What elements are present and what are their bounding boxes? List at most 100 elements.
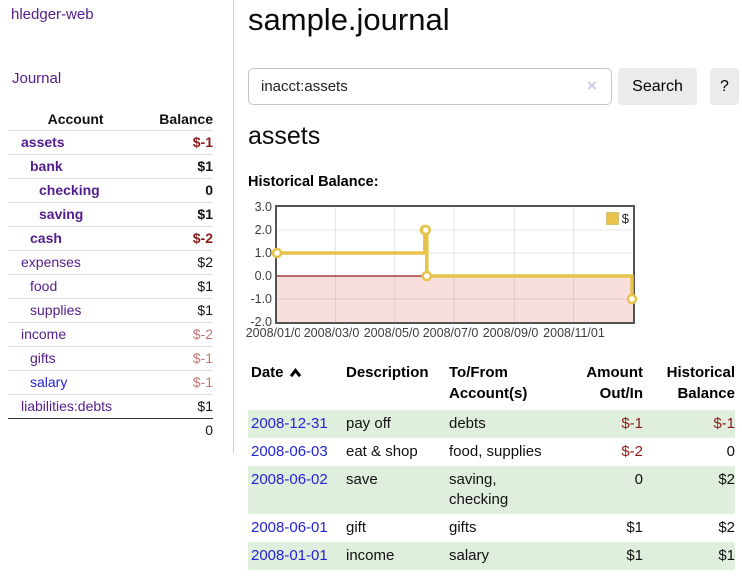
account-row: assets $-1 [8, 130, 213, 155]
account-balance: $-1 [143, 370, 213, 395]
balance-column-header: Balance [159, 111, 213, 127]
transaction-date-link[interactable]: 2008-06-03 [251, 443, 328, 460]
account-row: gifts $-1 [8, 346, 213, 371]
accounts-total-value: 0 [8, 418, 213, 442]
transaction-balance: $1 [718, 547, 735, 564]
transaction-description: save [346, 471, 378, 488]
transaction-accounts: saving, checking [449, 471, 509, 508]
y-axis-tick-label: 0.0 [254, 269, 272, 283]
x-axis-tick-label: 2008/09/01 [479, 326, 549, 341]
sidebar-account-link[interactable]: gifts [30, 350, 56, 366]
account-balance: $1 [143, 394, 213, 419]
transaction-description: eat & shop [346, 443, 418, 460]
x-axis-tick-label: 2008/05/01 [360, 326, 430, 341]
register-header-balance: Historical Balance [666, 364, 735, 402]
transaction-accounts: gifts [449, 519, 477, 536]
transaction-balance: $2 [718, 471, 735, 488]
transaction-row: 2008-12-31 pay off debts $-1 $-1 [248, 410, 735, 438]
x-axis-tick-label: 2008/03/01 [300, 326, 370, 341]
transaction-amount: 0 [634, 471, 643, 488]
legend-series-label: $ [621, 211, 629, 226]
transaction-balance: $2 [718, 519, 735, 536]
account-row: food $1 [8, 274, 213, 299]
register-header-date-label: Date [251, 364, 284, 381]
register-header-description: Description [346, 364, 429, 381]
account-row: bank $1 [8, 154, 213, 179]
y-axis-tick-label: 3.0 [254, 200, 272, 214]
transaction-balance: $-1 [713, 415, 735, 432]
transaction-row: 2008-06-02 save saving, checking 0 $2 [248, 466, 735, 514]
search-bar: × Search ? [248, 68, 742, 105]
sidebar-account-link[interactable]: salary [30, 374, 68, 390]
transaction-row: 2008-06-03 eat & shop food, supplies $-2 0 [248, 438, 735, 466]
chart-legend: $ [604, 210, 630, 227]
historical-balance-label: Historical Balance: [248, 174, 379, 190]
sidebar-account-link[interactable]: checking [39, 182, 100, 198]
legend-swatch-icon [605, 212, 619, 225]
transaction-row: 2008-01-01 income salary $1 $1 [248, 542, 735, 570]
account-row: salary $-1 [8, 370, 213, 395]
transaction-balance: 0 [726, 443, 735, 460]
sidebar-account-link[interactable]: income [21, 326, 67, 342]
y-axis-tick-label: 1.0 [254, 246, 272, 260]
transaction-date-link[interactable]: 2008-01-01 [251, 547, 328, 564]
historical-balance-chart: $ 3.0 2.0 1.0 0.0 -1.0 -2.0 2008/01/01 2008/03/… [242, 200, 742, 350]
account-balance: $1 [143, 202, 213, 227]
y-axis-tick-label: -1.0 [250, 292, 272, 306]
sidebar-account-link[interactable]: assets [21, 134, 65, 150]
sidebar-account-link[interactable]: bank [30, 158, 63, 174]
clear-search-icon[interactable]: × [587, 76, 597, 95]
account-balance: $-1 [143, 346, 213, 371]
transaction-description: income [346, 547, 395, 564]
account-balance: $1 [143, 298, 213, 323]
account-balance: $-2 [143, 322, 213, 347]
account-balance: $-2 [143, 226, 213, 251]
chart-canvas [271, 207, 638, 322]
account-row: liabilities:debts $1 [8, 394, 213, 419]
account-balance: $1 [143, 274, 213, 299]
account-balance: $2 [143, 250, 213, 275]
sidebar-account-link[interactable]: supplies [30, 302, 82, 318]
transaction-row: 2008-06-01 gift gifts $1 $2 [248, 514, 735, 542]
x-axis-tick-label: 2008/01/01 [242, 326, 312, 341]
search-button[interactable]: Search [618, 68, 697, 105]
search-help-button[interactable]: ? [710, 68, 739, 105]
search-input[interactable] [248, 68, 612, 105]
sidebar-divider [233, 0, 234, 453]
sort-ascending-icon [289, 367, 301, 378]
sidebar-item-journal[interactable]: Journal [12, 70, 62, 87]
chart-plot-area: $ [271, 205, 638, 324]
account-row: saving $1 [8, 202, 213, 227]
sidebar-account-link[interactable]: liabilities:debts [21, 398, 113, 414]
account-row: supplies $1 [8, 298, 213, 323]
x-axis-tick-label: 2008/11/01 [539, 326, 609, 341]
transaction-amount: $-1 [621, 415, 643, 432]
transaction-date-link[interactable]: 2008-06-01 [251, 519, 328, 536]
account-balance: $1 [143, 154, 213, 179]
account-row: expenses $2 [8, 250, 213, 275]
register-header-accounts: To/From Account(s) [449, 364, 528, 402]
page-title: sample.journal [248, 2, 450, 37]
account-row: income $-2 [8, 322, 213, 347]
account-balance: $-1 [143, 130, 213, 155]
account-row: cash $-2 [8, 226, 213, 251]
accounts-total-row: 0 [8, 418, 213, 442]
register-header-amount: Amount Out/In [586, 364, 643, 402]
transaction-date-link[interactable]: 2008-06-02 [251, 471, 328, 488]
transaction-accounts: debts [449, 415, 486, 432]
transaction-description: gift [346, 519, 367, 536]
transaction-amount: $-2 [621, 443, 643, 460]
account-page-heading: assets [248, 122, 321, 150]
register-table: Date Description To/From Account(s) Amou… [248, 362, 735, 570]
sidebar-account-link[interactable]: saving [39, 206, 84, 222]
sidebar-account-link[interactable]: cash [30, 230, 62, 246]
app-brand-link[interactable]: hledger-web [11, 6, 94, 23]
account-row: checking 0 [8, 178, 213, 203]
y-axis-tick-label: -2.0 [250, 315, 272, 329]
sidebar-account-link[interactable]: food [30, 278, 58, 294]
transaction-date-link[interactable]: 2008-12-31 [251, 415, 328, 432]
register-header-date[interactable]: Date [248, 362, 343, 410]
sidebar-account-link[interactable]: expenses [21, 254, 81, 270]
x-axis-tick-label: 2008/07/01 [419, 326, 489, 341]
